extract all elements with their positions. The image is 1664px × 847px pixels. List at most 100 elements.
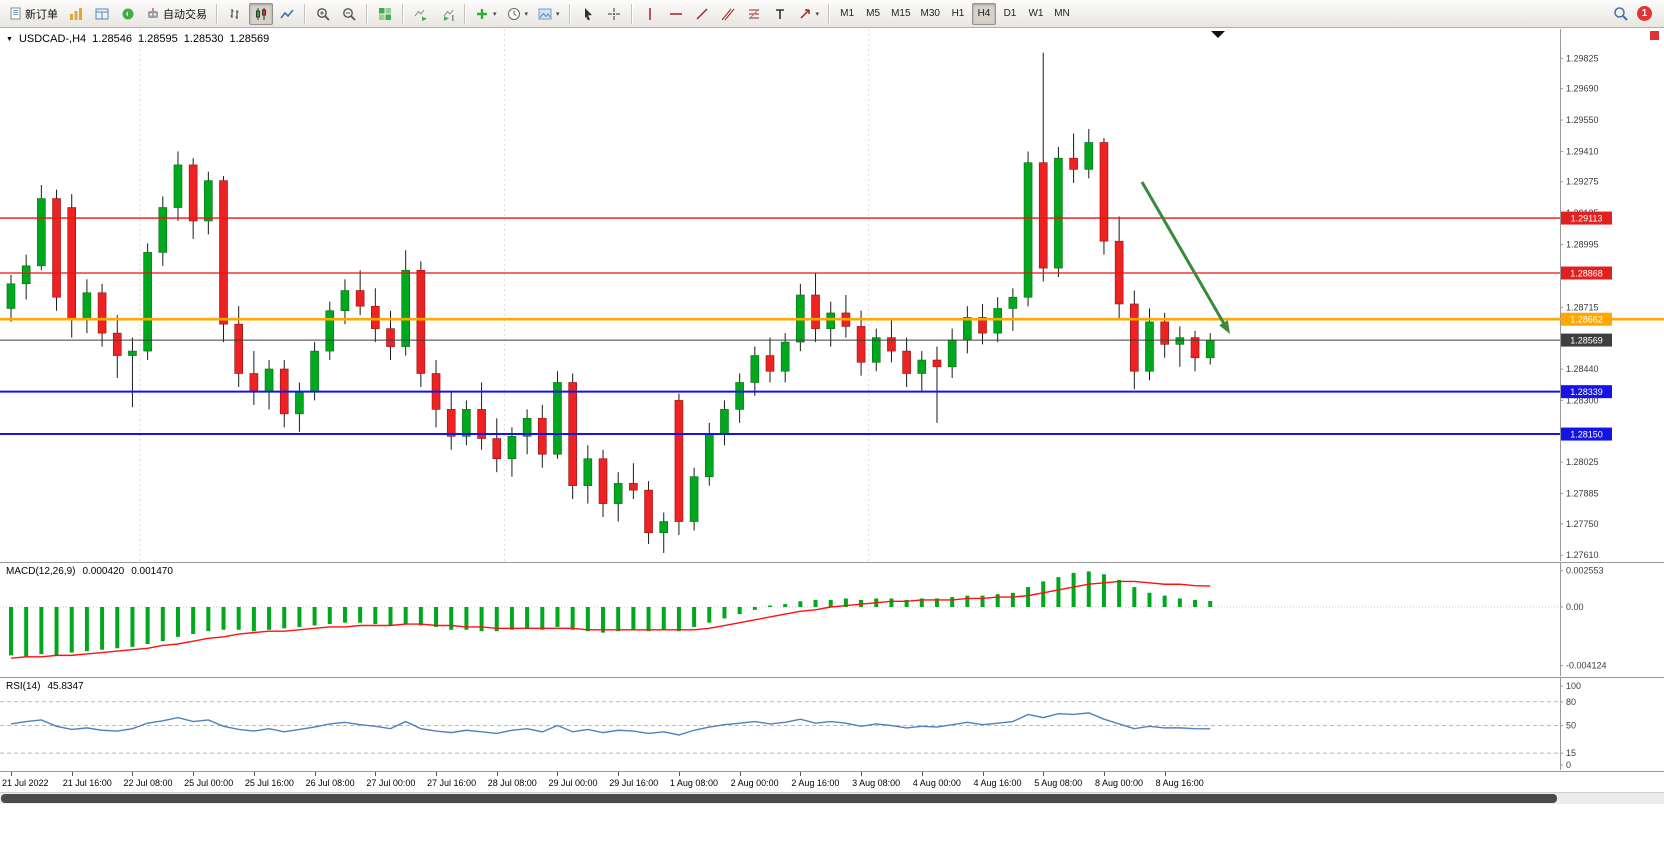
macd-histogram-bar xyxy=(934,598,939,608)
rsi-name: RSI(14) xyxy=(6,681,41,692)
time-label: 21 Jul 16:00 xyxy=(62,778,112,788)
candles xyxy=(6,52,1215,553)
candle-body xyxy=(507,435,517,460)
timeframe-m30-button[interactable]: M30 xyxy=(917,3,944,25)
macd-panel[interactable]: 0.002553 0.00 -0.004124 xyxy=(0,562,1664,676)
macd-histogram-bar xyxy=(676,607,681,632)
time-tick xyxy=(253,772,255,776)
fibonacci-button[interactable] xyxy=(742,3,766,25)
time-tick xyxy=(496,772,498,776)
toolbar-separator xyxy=(568,3,571,24)
zoom-out-button[interactable] xyxy=(337,3,361,25)
chart-shift-button[interactable] xyxy=(435,3,459,25)
candle-body xyxy=(629,483,638,491)
time-label: 2 Aug 00:00 xyxy=(730,778,779,788)
candle-body xyxy=(204,180,213,222)
toolbar-separator xyxy=(304,3,306,24)
zoom-in-button[interactable] xyxy=(311,3,335,25)
new-order-button[interactable]: 新订单 xyxy=(5,3,62,25)
macd-histogram-bar xyxy=(100,607,105,650)
data-window-button[interactable] xyxy=(90,3,114,25)
chart-shift-icon xyxy=(443,9,454,21)
candle-body xyxy=(1130,303,1139,372)
time-tick xyxy=(618,772,620,776)
macd-histogram-bar xyxy=(859,599,864,608)
channel-button[interactable] xyxy=(716,3,740,25)
timeframe-mn-button[interactable]: MN xyxy=(1050,3,1074,25)
trend-arrow[interactable] xyxy=(1140,181,1228,328)
horizontal-line-icon xyxy=(669,12,682,15)
macd-histogram-bar xyxy=(646,607,651,632)
horizontal-line-button[interactable] xyxy=(664,3,688,25)
macd-histogram-bar xyxy=(39,607,44,654)
line-chart-button[interactable] xyxy=(275,3,299,25)
vertical-line-button[interactable] xyxy=(638,3,662,25)
search-button[interactable] xyxy=(1608,3,1632,25)
chart-close: 1.28569 xyxy=(229,33,270,45)
macd-histogram-bar xyxy=(585,607,590,632)
macd-histogram-bar xyxy=(601,607,606,633)
timeframe-h1-button[interactable]: H1 xyxy=(946,3,970,25)
candle-body xyxy=(1069,157,1078,170)
market-watch-button[interactable] xyxy=(64,3,88,25)
macd-histogram-bar xyxy=(312,607,317,626)
main-chart[interactable]: 1.29825 1.29690 1.29550 1.29410 1.29275 1.291… xyxy=(0,29,1664,561)
time-label: 8 Aug 16:00 xyxy=(1155,778,1204,788)
macd-histogram-bar xyxy=(889,598,894,608)
macd-histogram-bar xyxy=(145,607,150,644)
arrow-icon xyxy=(800,8,810,19)
crosshair-button[interactable] xyxy=(602,3,626,25)
axis-label: 1.29275 xyxy=(1566,177,1599,187)
auto-scroll-button[interactable] xyxy=(409,3,433,25)
rsi-panel[interactable]: 100 80 50 15 0 xyxy=(0,677,1664,770)
symbol-marker-icon: ▼ xyxy=(6,35,13,43)
macd-histogram-bar xyxy=(1177,598,1182,608)
text-tool-button[interactable] xyxy=(768,3,792,25)
price-badge-label: 1.28150 xyxy=(1570,429,1603,439)
tile-windows-button[interactable] xyxy=(373,3,397,25)
notification-badge[interactable]: 1 xyxy=(1637,6,1652,21)
bar-chart-button[interactable] xyxy=(223,3,247,25)
macd-histogram-bar xyxy=(115,607,120,649)
macd-histogram-bar xyxy=(1056,577,1061,608)
price-badge xyxy=(1561,312,1612,326)
horizontal-scrollbar[interactable] xyxy=(0,792,1664,804)
timeframe-h4-button[interactable]: H4 xyxy=(971,2,996,25)
templates-button[interactable]: ▾ xyxy=(534,3,564,25)
macd-histogram-bar xyxy=(191,607,196,635)
timeframe-m15-button[interactable]: M15 xyxy=(887,3,914,25)
cursor-button[interactable] xyxy=(576,3,600,25)
auto-trading-button[interactable]: 自动交易 xyxy=(142,3,211,25)
chevron-down-icon: ▾ xyxy=(815,10,820,18)
axis-label: 1.28440 xyxy=(1566,364,1599,374)
macd-histogram-bar xyxy=(919,598,924,608)
candle-body xyxy=(401,270,410,347)
rsi-label: RSI(14) 45.8347 xyxy=(6,681,84,692)
scrollbar-thumb[interactable] xyxy=(1,794,1557,803)
trendline-button[interactable] xyxy=(690,3,714,25)
clock-icon xyxy=(507,7,520,20)
timeframe-m1-button[interactable]: M1 xyxy=(835,3,859,25)
price-badge xyxy=(1561,385,1612,399)
time-tick xyxy=(1164,772,1166,776)
candle-body xyxy=(128,350,137,356)
time-axis[interactable]: 21 Jul 2022 21 Jul 16:00 22 Jul 08:00 25 Ju… xyxy=(0,771,1664,792)
time-label: 28 Jul 08:00 xyxy=(487,778,537,788)
periods-button[interactable]: ▾ xyxy=(503,3,533,25)
timeframe-m5-button[interactable]: M5 xyxy=(861,3,885,25)
candle-body xyxy=(52,198,61,298)
time-tick xyxy=(739,772,741,776)
macd-histogram-bar xyxy=(722,607,727,619)
arrows-tool-button[interactable]: ▾ xyxy=(794,3,824,25)
navigator-button[interactable] xyxy=(116,3,140,25)
timeframe-w1-button[interactable]: W1 xyxy=(1024,3,1048,25)
candle-body xyxy=(97,292,107,334)
macd-histogram-bar xyxy=(843,598,848,608)
timeframe-d1-button[interactable]: D1 xyxy=(998,3,1022,25)
macd-histogram-bar xyxy=(221,607,226,630)
macd-histogram-bar xyxy=(768,605,772,608)
price-badge-label: 1.28339 xyxy=(1570,387,1603,397)
cursor-icon xyxy=(584,7,592,20)
indicators-button[interactable]: ▾ xyxy=(471,3,501,25)
candle-chart-button[interactable] xyxy=(249,2,273,25)
